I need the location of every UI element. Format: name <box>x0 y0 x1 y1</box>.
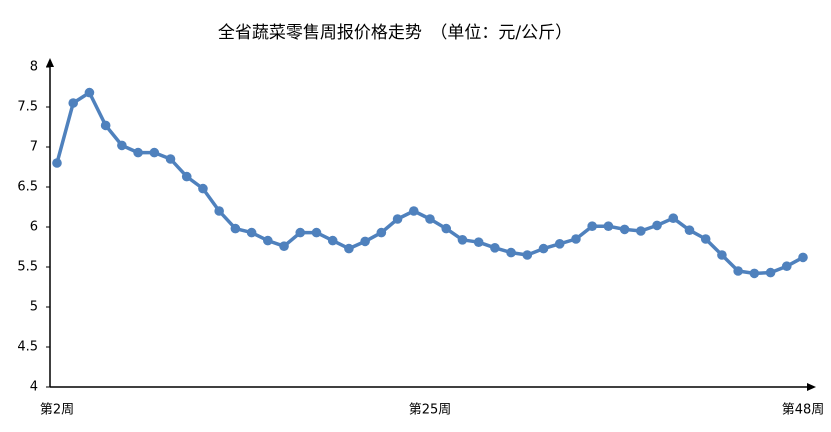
data-point <box>360 236 370 247</box>
data-point <box>619 224 630 235</box>
data-point <box>230 223 241 234</box>
data-point <box>392 214 403 224</box>
data-point <box>717 250 727 260</box>
data-point <box>571 234 581 244</box>
data-point <box>652 220 662 231</box>
data-point <box>587 221 597 231</box>
data-point <box>311 227 322 238</box>
data-point <box>668 213 679 223</box>
y-tick-label: 6 <box>30 220 38 235</box>
data-point <box>457 235 468 245</box>
y-tick-label: 4.5 <box>17 340 38 355</box>
x-tick-label: 第48周 <box>782 403 825 418</box>
series-line <box>55 90 804 276</box>
data-point <box>522 250 533 260</box>
data-point <box>473 237 484 247</box>
data-point <box>684 225 695 235</box>
data-point <box>441 223 452 234</box>
data-point <box>149 147 160 158</box>
data-point <box>603 221 614 231</box>
data-point <box>117 140 127 151</box>
x-tick-label: 第25周 <box>409 403 452 418</box>
data-point <box>246 227 257 238</box>
data-point <box>700 234 711 244</box>
data-point <box>279 241 289 251</box>
data-point <box>263 235 273 246</box>
y-tick-label: 5 <box>30 300 38 315</box>
data-point <box>425 214 435 224</box>
data-point <box>506 247 516 258</box>
data-point <box>181 171 192 182</box>
x-tick-label: 第2周 <box>40 403 74 418</box>
y-tick-label: 7.5 <box>17 100 38 115</box>
y-tick-label: 6.5 <box>17 180 38 195</box>
data-point <box>84 87 95 98</box>
y-tick-label: 4 <box>30 380 38 395</box>
data-point <box>100 120 111 131</box>
chart-title: 全省蔬菜零售周报价格走势 （单位：元/公斤） <box>218 23 572 43</box>
data-point <box>554 239 565 249</box>
data-point <box>538 243 549 254</box>
y-tick-label: 8 <box>30 60 38 75</box>
data-point <box>636 226 646 236</box>
data-point <box>408 206 419 216</box>
data-point <box>749 268 760 279</box>
y-tick-label: 5.5 <box>17 260 38 275</box>
data-point <box>344 243 354 254</box>
data-point <box>765 267 776 278</box>
data-point <box>214 206 224 216</box>
data-point <box>733 266 743 276</box>
data-point <box>133 147 143 158</box>
data-point <box>165 154 176 164</box>
data-point <box>490 243 500 253</box>
data-point <box>327 235 338 246</box>
data-point <box>198 183 208 194</box>
data-point <box>376 227 387 238</box>
data-point <box>798 252 808 263</box>
data-point <box>295 227 306 238</box>
data-point <box>781 261 792 272</box>
data-point <box>52 158 62 168</box>
data-point <box>68 98 79 108</box>
y-tick-label: 7 <box>30 140 38 155</box>
